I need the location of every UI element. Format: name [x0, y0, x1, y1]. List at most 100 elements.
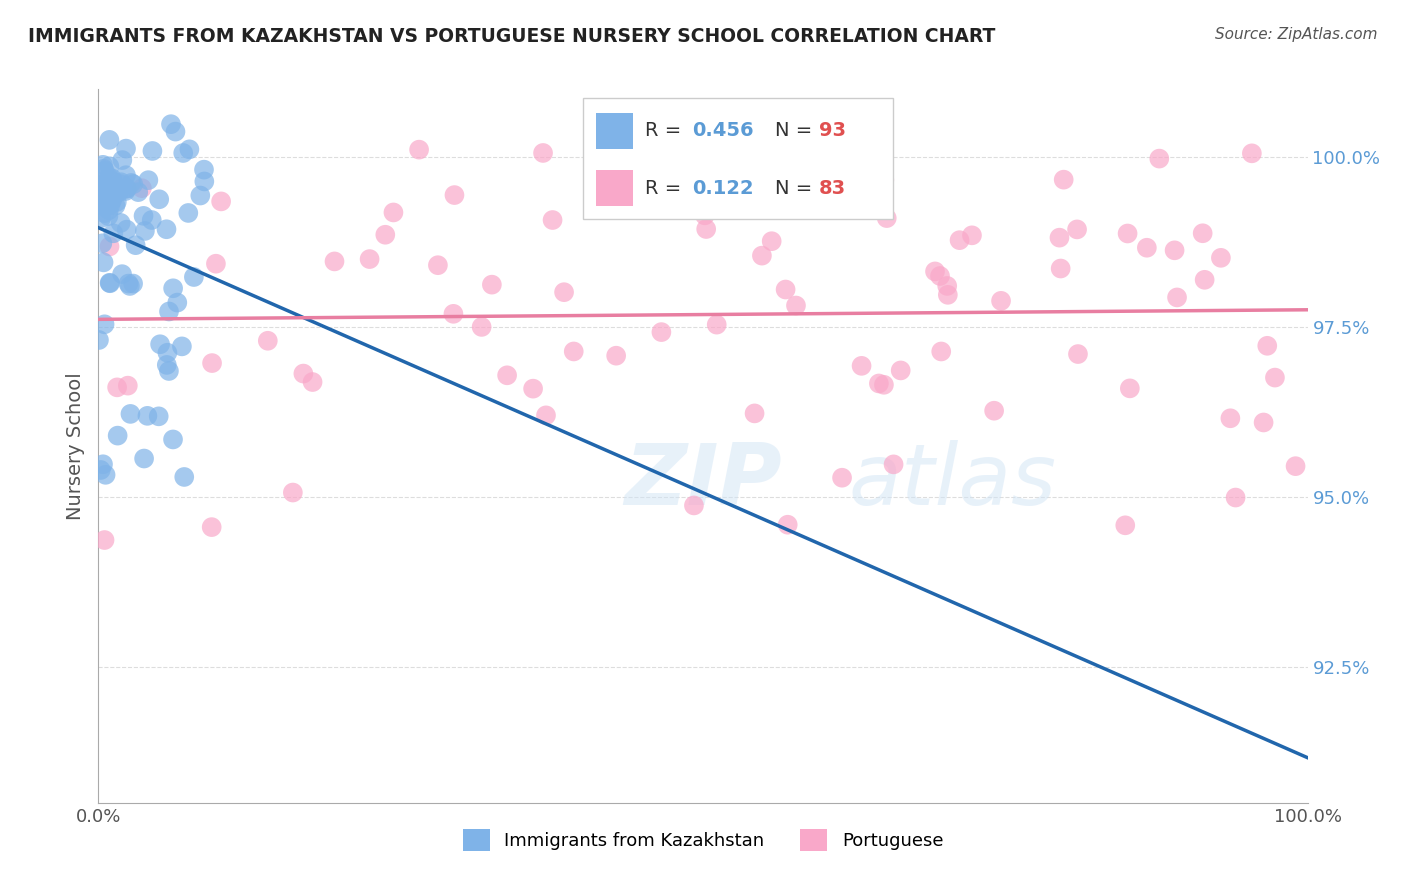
Text: R =: R = — [645, 179, 688, 198]
Point — [132, 209, 155, 223]
Point — [97, 203, 120, 218]
Point — [155, 222, 177, 236]
Point — [1053, 172, 1076, 186]
Point — [188, 188, 211, 202]
Point — [359, 252, 381, 266]
Point — [149, 337, 172, 351]
Point — [97, 209, 120, 223]
Point — [785, 299, 807, 313]
Point — [97, 182, 120, 196]
Point — [890, 363, 912, 377]
Point — [706, 318, 728, 332]
Point — [1136, 241, 1159, 255]
Point — [91, 158, 114, 172]
Text: atlas: atlas — [848, 440, 1056, 524]
Text: ZIP: ZIP — [624, 440, 782, 524]
Point — [141, 144, 163, 158]
Point — [876, 211, 898, 225]
Point — [94, 176, 117, 190]
Point — [744, 406, 766, 420]
Point — [1149, 152, 1171, 166]
Point — [91, 457, 114, 471]
Point — [761, 234, 783, 248]
Point — [1066, 222, 1088, 236]
Point — [98, 276, 121, 290]
Point — [165, 125, 187, 139]
Point — [107, 428, 129, 442]
Point — [89, 181, 111, 195]
Point — [93, 195, 115, 210]
Legend: Immigrants from Kazakhstan, Portuguese: Immigrants from Kazakhstan, Portuguese — [456, 822, 950, 858]
Point — [374, 227, 396, 242]
Point — [98, 159, 121, 173]
Point — [89, 182, 111, 196]
Point — [148, 409, 170, 424]
Point — [408, 143, 430, 157]
Point — [1049, 230, 1071, 244]
Point — [170, 339, 193, 353]
Point — [122, 177, 145, 191]
Text: N =: N = — [775, 121, 818, 140]
Point — [115, 181, 138, 195]
Point — [115, 222, 138, 236]
Point — [127, 185, 149, 199]
Point — [323, 254, 346, 268]
Point — [93, 533, 115, 547]
Point — [103, 227, 125, 241]
Point — [1256, 339, 1278, 353]
Point — [157, 364, 180, 378]
Point — [201, 356, 224, 370]
Point — [683, 499, 706, 513]
Point — [831, 471, 853, 485]
Point — [983, 403, 1005, 417]
Point — [382, 205, 405, 219]
Point — [100, 171, 122, 186]
Point — [120, 407, 142, 421]
Point — [650, 325, 672, 339]
Point — [136, 409, 159, 423]
Point — [110, 177, 132, 191]
Point — [101, 193, 124, 207]
Point — [94, 198, 117, 212]
Point — [1067, 347, 1090, 361]
Y-axis label: Nursery School: Nursery School — [66, 372, 84, 520]
Point — [160, 117, 183, 131]
Point — [90, 179, 112, 194]
Point — [1049, 261, 1071, 276]
Point — [93, 206, 115, 220]
Point — [553, 285, 575, 300]
Point — [156, 358, 179, 372]
Point — [98, 185, 121, 199]
Point — [157, 304, 180, 318]
Point — [122, 277, 145, 291]
Point — [179, 142, 201, 156]
Point — [471, 320, 494, 334]
Point — [1166, 290, 1188, 304]
Point — [786, 197, 808, 211]
Point — [97, 170, 120, 185]
Point — [1209, 251, 1232, 265]
Point — [990, 293, 1012, 308]
Point — [87, 190, 110, 204]
Point — [1114, 518, 1136, 533]
Point — [929, 268, 952, 283]
Point — [281, 485, 304, 500]
Point — [111, 153, 134, 167]
Text: 0.122: 0.122 — [692, 179, 754, 198]
Point — [132, 451, 155, 466]
Text: N =: N = — [775, 179, 818, 198]
Point — [1119, 381, 1142, 395]
Point — [1191, 227, 1213, 241]
Point — [948, 233, 970, 247]
Point — [131, 181, 153, 195]
Point — [108, 185, 131, 199]
Point — [93, 198, 115, 212]
Point — [426, 258, 449, 272]
Point — [173, 470, 195, 484]
Point — [776, 517, 799, 532]
Point — [256, 334, 278, 348]
Point — [936, 279, 959, 293]
Point — [883, 458, 905, 472]
Point — [87, 333, 110, 347]
Point — [441, 307, 464, 321]
